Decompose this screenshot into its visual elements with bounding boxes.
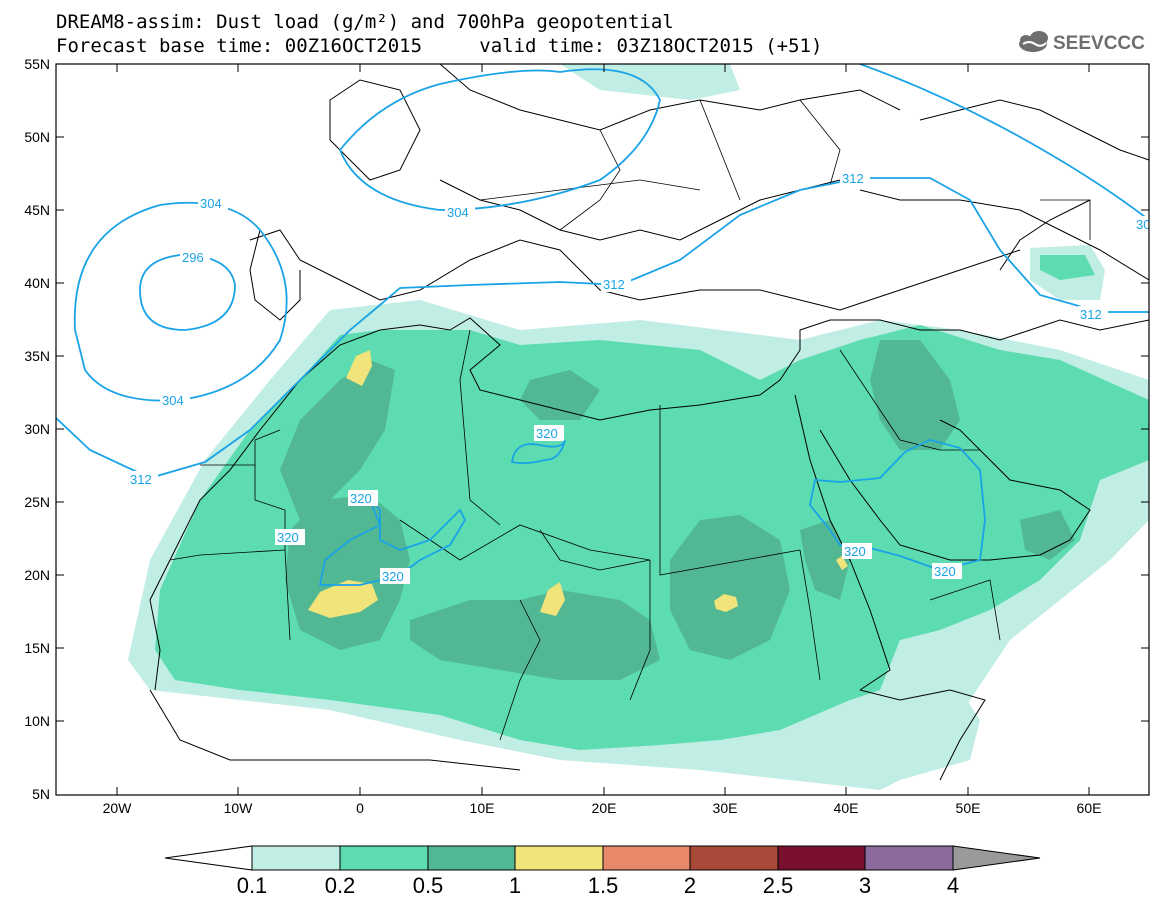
cloud-icon <box>1019 31 1048 52</box>
colorbar-swatch <box>427 845 516 871</box>
colorbar-swatch <box>602 845 691 871</box>
colorbar-label: 2.5 <box>763 873 794 898</box>
lat-label: 35N <box>24 348 50 364</box>
colorbar: 0.1 0.2 0.5 1 1.5 2 2.5 3 4 <box>164 845 1041 898</box>
lon-label: 20E <box>592 800 617 816</box>
borders <box>169 99 1091 741</box>
lat-label: 50N <box>24 129 50 145</box>
map-title: DREAM8-assim: Dust load (g/m²) and 700hP… <box>56 11 674 33</box>
lat-label: 30N <box>24 421 50 437</box>
seevccc-logo: SEEVCCC <box>1019 31 1145 54</box>
lon-label: 30E <box>713 800 738 816</box>
colorbar-label: 1.5 <box>588 873 619 898</box>
contour-label: 304 <box>447 205 469 220</box>
colorbar-swatch <box>251 845 341 871</box>
lat-label: 25N <box>24 494 50 510</box>
lat-label: 15N <box>24 640 50 656</box>
lon-label: 40E <box>834 800 859 816</box>
contour-label: 320 <box>536 426 558 441</box>
contour-label: 304 <box>200 196 222 211</box>
contour-label: 296 <box>182 250 204 265</box>
colorbar-high-arrow <box>952 845 1041 871</box>
colorbar-label: 3 <box>859 873 871 898</box>
contour-label: 320 <box>844 544 866 559</box>
colorbar-label: 0.1 <box>237 873 268 898</box>
lat-label: 45N <box>24 202 50 218</box>
contour-label: 312 <box>130 472 152 487</box>
colorbar-swatch <box>864 845 954 871</box>
map-plot-area: 304 296 304 312 304 312 312 312 30 320 3… <box>56 64 1150 795</box>
colorbar-swatch <box>777 845 866 871</box>
colorbar-label: 1 <box>509 873 521 898</box>
lon-label: 10W <box>224 800 254 816</box>
forecast-time-line: Forecast base time: 00Z16OCT2015 valid t… <box>56 36 822 56</box>
lon-label: 20W <box>103 800 133 816</box>
colorbar-label: 0.2 <box>325 873 356 898</box>
longitude-axis: 20W 10W 0 10E 20E 30E 40E 50E 60E <box>103 64 1102 816</box>
coastlines <box>149 64 1149 781</box>
latitude-axis: 55N 50N 45N 40N 35N 30N 25N 20N 15N 10N … <box>24 56 1149 802</box>
dust-band-0.5 <box>280 340 1075 680</box>
colorbar-label: 2 <box>684 873 696 898</box>
contour-label: 320 <box>350 491 372 506</box>
lon-label: 60E <box>1077 800 1102 816</box>
logo-text: SEEVCCC <box>1053 33 1145 54</box>
colorbar-swatch <box>514 845 604 871</box>
dust-band-1 <box>308 350 848 618</box>
contour-label: 30 <box>1136 217 1150 232</box>
lat-label: 5N <box>32 786 50 802</box>
contour-label: 312 <box>842 171 864 186</box>
base-time-label: Forecast base time: 00Z16OCT2015 <box>56 35 423 57</box>
contour-label: 320 <box>934 564 956 579</box>
colorbar-swatch <box>339 845 429 871</box>
contour-label: 312 <box>603 277 625 292</box>
lat-label: 20N <box>24 567 50 583</box>
colorbar-swatch <box>689 845 779 871</box>
valid-time-label: valid time: 03Z18OCT2015 (+51) <box>479 35 823 57</box>
lat-label: 10N <box>24 713 50 729</box>
lon-label: 50E <box>956 800 981 816</box>
colorbar-label: 0.5 <box>413 873 444 898</box>
contour-labels: 304 296 304 312 304 312 312 312 30 320 3… <box>128 170 1150 584</box>
colorbar-label: 4 <box>947 873 959 898</box>
lat-label: 40N <box>24 275 50 291</box>
lat-label: 55N <box>24 56 50 72</box>
colorbar-low-arrow <box>164 845 253 871</box>
contour-label: 304 <box>162 393 184 408</box>
lon-label: 10E <box>470 800 495 816</box>
contour-label: 320 <box>277 530 299 545</box>
contour-label: 320 <box>382 569 404 584</box>
contour-label: 312 <box>1080 307 1102 322</box>
lon-label: 0 <box>356 800 364 816</box>
